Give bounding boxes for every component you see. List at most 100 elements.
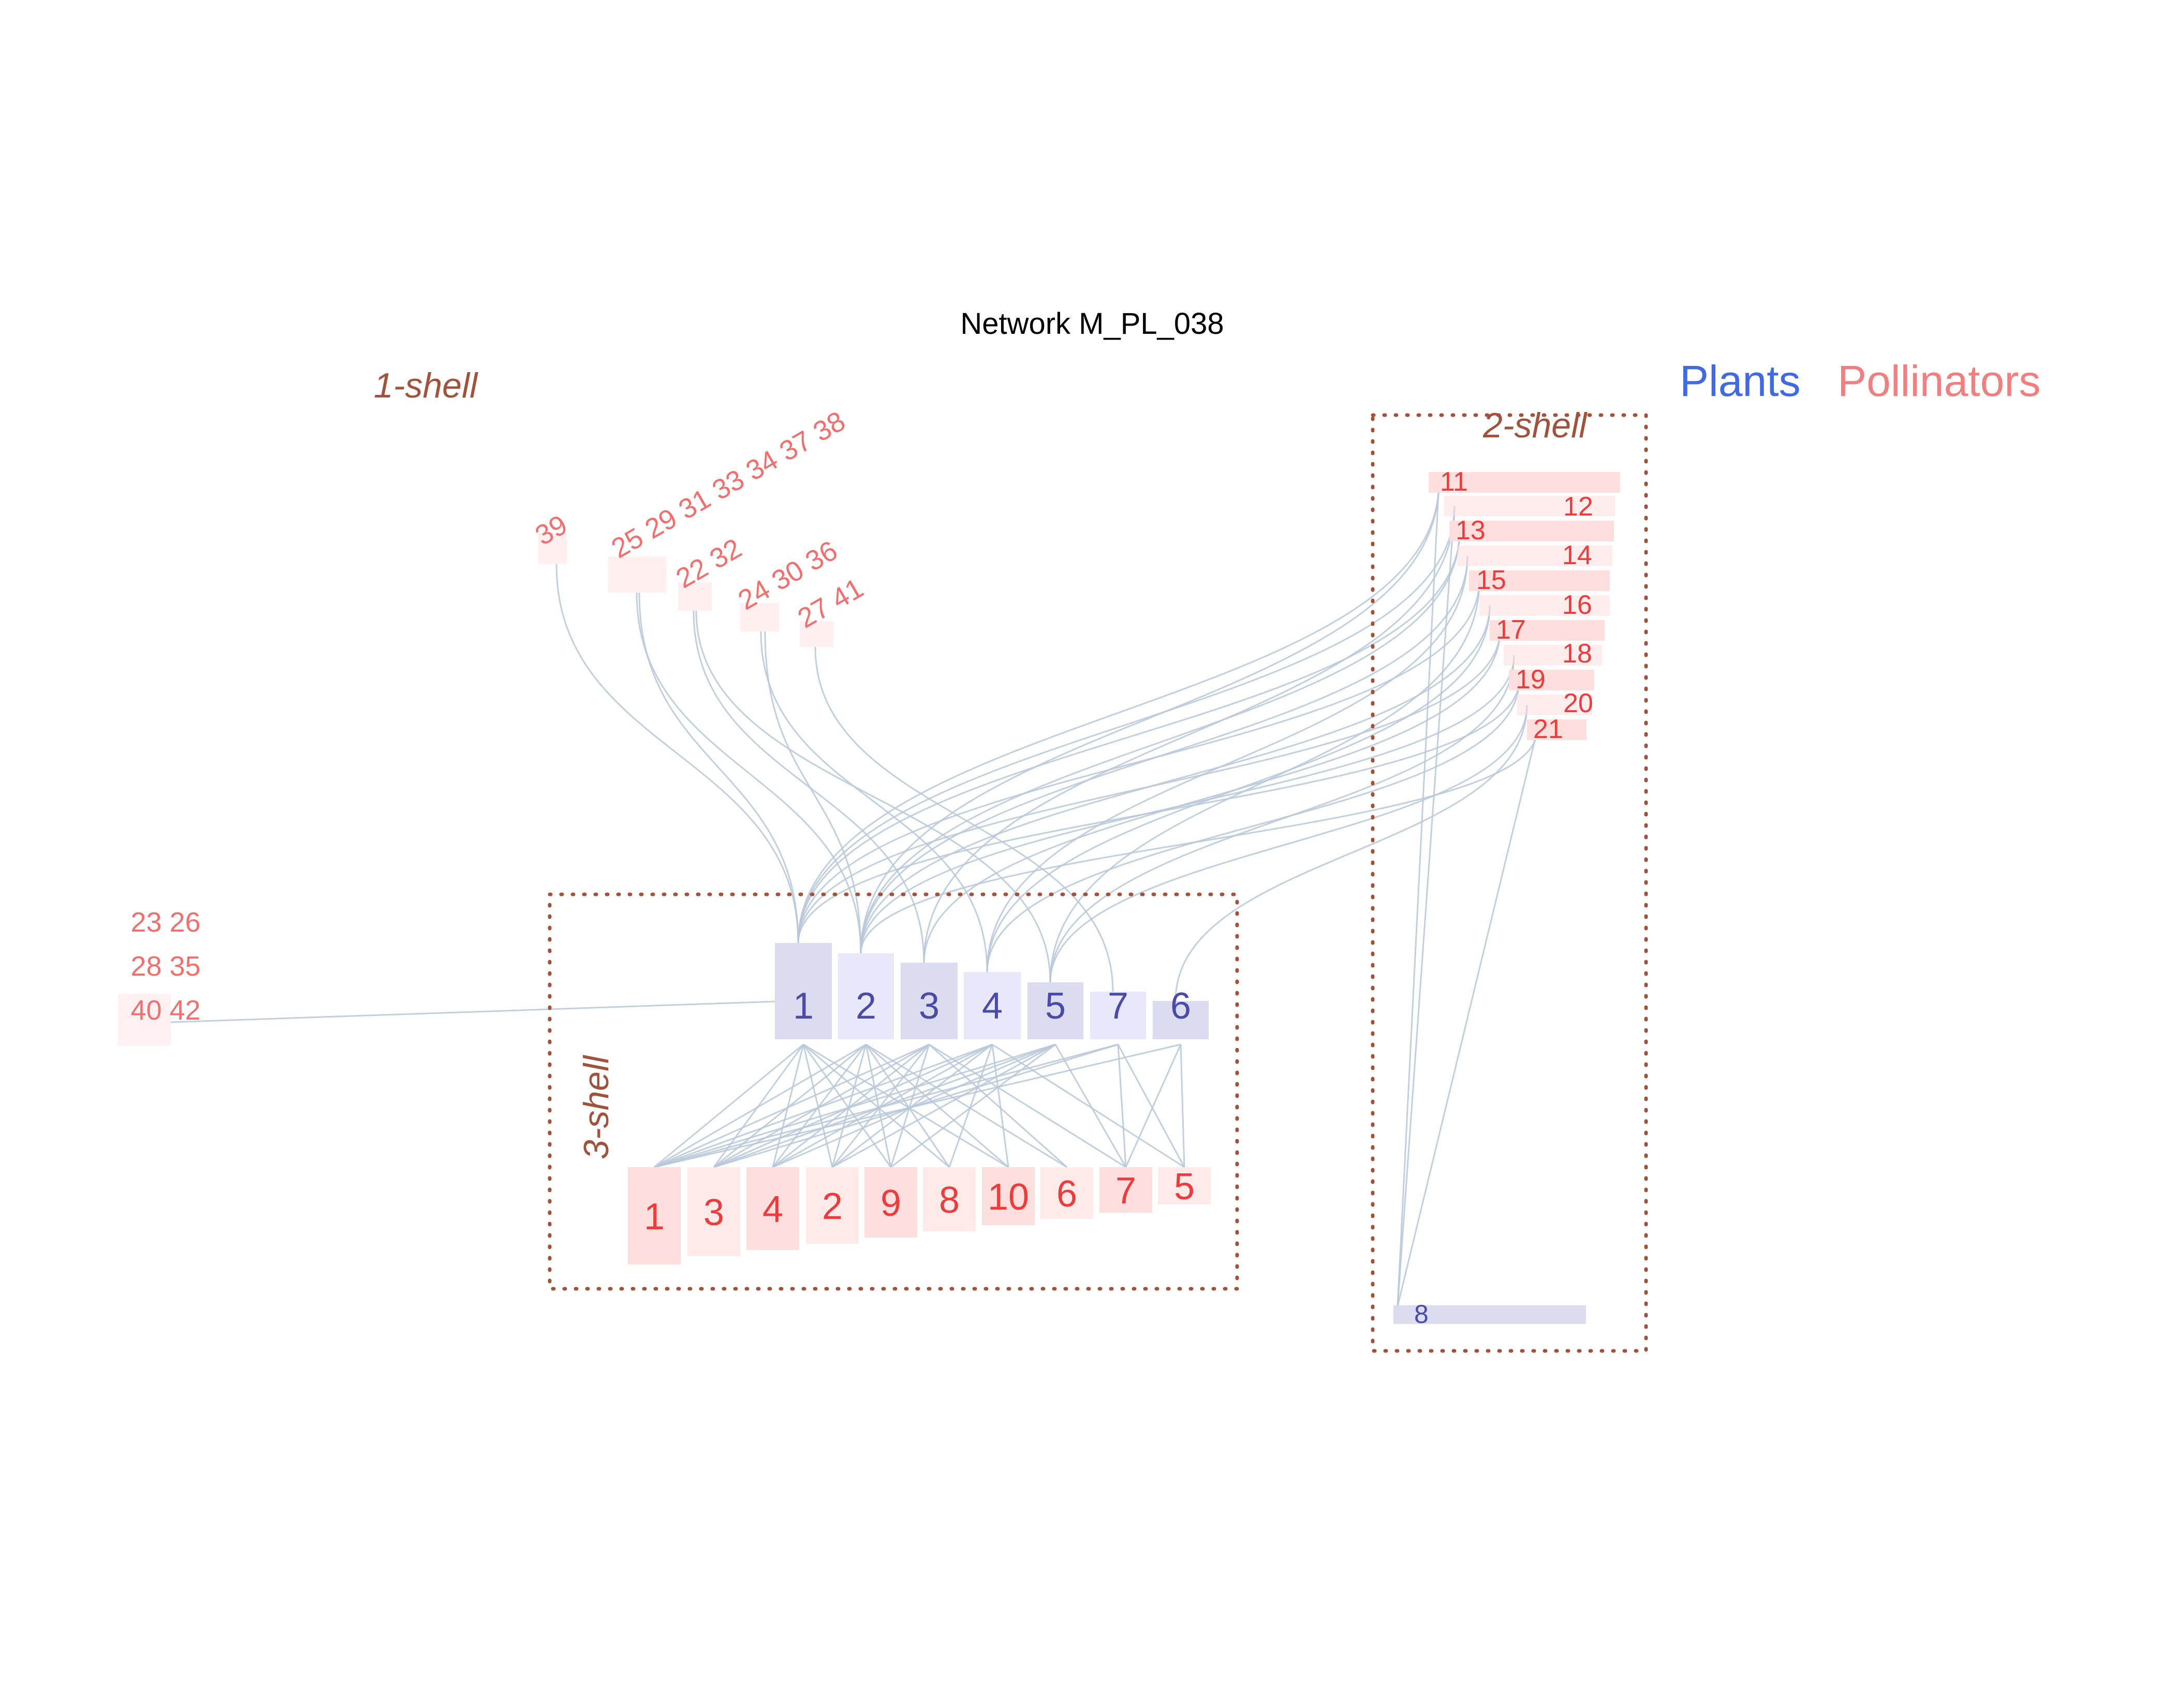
pollinator-node: [1509, 670, 1594, 690]
two-shell-label: 2-shell: [1482, 406, 1588, 445]
pollinator-label: 11: [1440, 467, 1468, 497]
interaction-link: [695, 610, 1051, 983]
pollinator-label: 7: [1115, 1170, 1136, 1212]
one-shell-node: [740, 603, 779, 631]
interaction-link: [803, 1043, 1009, 1168]
one-shell-node: [800, 621, 833, 647]
interaction-link: [923, 506, 1456, 963]
interaction-link: [948, 1044, 993, 1168]
pollinator-label: 19: [1516, 665, 1546, 695]
plant-node: [1153, 1001, 1209, 1039]
pollinator-label: 12: [1563, 492, 1593, 522]
interaction-link: [764, 631, 862, 954]
pollinator-label: 20: [1563, 688, 1593, 718]
isolated-label: 23 26: [130, 907, 200, 938]
interaction-link: [654, 1043, 993, 1168]
interaction-link: [1049, 704, 1528, 983]
interaction-link: [831, 1044, 867, 1168]
interaction-link: [929, 1043, 1067, 1168]
interaction-link: [797, 506, 1456, 944]
interaction-link: [814, 646, 1114, 992]
pollinator-node: [1527, 719, 1587, 740]
interaction-link: [890, 1044, 930, 1168]
interaction-link: [797, 531, 1461, 944]
isolated-label: 40 42: [130, 995, 200, 1026]
interaction-link: [865, 1044, 892, 1168]
interaction-link: [802, 1044, 833, 1168]
interaction-link: [1117, 1044, 1185, 1168]
interaction-link: [831, 1044, 930, 1168]
interaction-link: [860, 655, 1515, 954]
isolated-label: 28 35: [130, 951, 200, 982]
three-shell-label: 3-shell: [577, 1055, 616, 1159]
interaction-link: [654, 1043, 804, 1168]
plant-label: 3: [919, 985, 939, 1027]
interaction-link: [986, 680, 1520, 973]
pollinator-node: [1479, 595, 1610, 616]
pollinator-node: [1444, 496, 1615, 517]
pollinator-label: 9: [880, 1183, 901, 1224]
plant-label: 2: [856, 985, 876, 1027]
plant-label: 8: [1414, 1300, 1429, 1329]
pollinator-label: 13: [1456, 516, 1486, 546]
pollinator-node: [1449, 521, 1614, 541]
network-nodes: 1 2 3 4 5 7 61 3 4 2 9 8 10 6 7 51112131415161718192021…: [628, 467, 1620, 1329]
interaction-link: [1397, 729, 1538, 1307]
plant-label: 7: [1108, 985, 1128, 1027]
interaction-link: [654, 1043, 1056, 1168]
interaction-link: [1125, 1044, 1182, 1168]
interaction-link: [797, 630, 1501, 944]
one-shell-pollinators: 39 25 29 31 33 34 37 38 22 32 24 30 36 2…: [530, 405, 869, 647]
pollinator-label: 18: [1562, 639, 1592, 669]
pollinator-node: [1099, 1167, 1152, 1213]
interaction-link: [555, 564, 799, 944]
plant-node: [901, 963, 958, 1039]
pollinator-label: 8: [939, 1180, 960, 1221]
interaction-link: [1180, 1044, 1185, 1168]
interaction-link: [991, 1044, 1009, 1168]
one-shell-node: [538, 533, 567, 564]
isolated-node-bg: [118, 994, 171, 1046]
one-shell-node: [608, 556, 666, 593]
interaction-link: [890, 1043, 1056, 1168]
pollinator-node: [923, 1167, 976, 1231]
plant-node: [838, 953, 894, 1039]
plant-label: 5: [1045, 985, 1066, 1027]
two-shell-box: [1371, 413, 1648, 1353]
plant-node: [1027, 982, 1083, 1039]
one-shell-label: 1-shell: [374, 366, 478, 405]
interaction-link: [865, 1043, 1009, 1168]
interaction-link: [797, 680, 1520, 944]
interaction-link: [1397, 482, 1440, 1307]
interaction-link: [865, 1044, 950, 1168]
plant-label: 6: [1170, 985, 1191, 1027]
interaction-link: [772, 1044, 867, 1168]
pollinator-label: 3: [703, 1192, 724, 1233]
interaction-link: [860, 605, 1491, 954]
pollinator-label: 5: [1174, 1166, 1195, 1208]
interaction-links: [170, 482, 1538, 1307]
pollinator-node: [806, 1167, 859, 1244]
pollinator-label: 16: [1562, 590, 1592, 620]
pollinator-node: [628, 1167, 681, 1264]
interaction-link: [865, 1043, 1067, 1168]
pollinator-label: 4: [762, 1189, 783, 1230]
interaction-link: [860, 531, 1461, 954]
interaction-link: [654, 1043, 1119, 1168]
pollinator-node: [982, 1167, 1035, 1225]
interaction-link: [797, 482, 1440, 944]
pollinator-label: 14: [1562, 540, 1592, 570]
one-shell-node: [678, 582, 712, 611]
interaction-link: [860, 729, 1538, 954]
pollinator-label: 6: [1056, 1173, 1077, 1215]
pollinator-node: [864, 1167, 917, 1238]
interaction-link: [802, 1044, 892, 1168]
pollinator-node: [1517, 695, 1592, 715]
interaction-link: [772, 1043, 930, 1168]
plant-node: [775, 943, 832, 1039]
pollinator-node: [746, 1167, 799, 1250]
interaction-link: [797, 580, 1480, 944]
interaction-link: [860, 482, 1440, 954]
plant-node: [1393, 1305, 1586, 1324]
